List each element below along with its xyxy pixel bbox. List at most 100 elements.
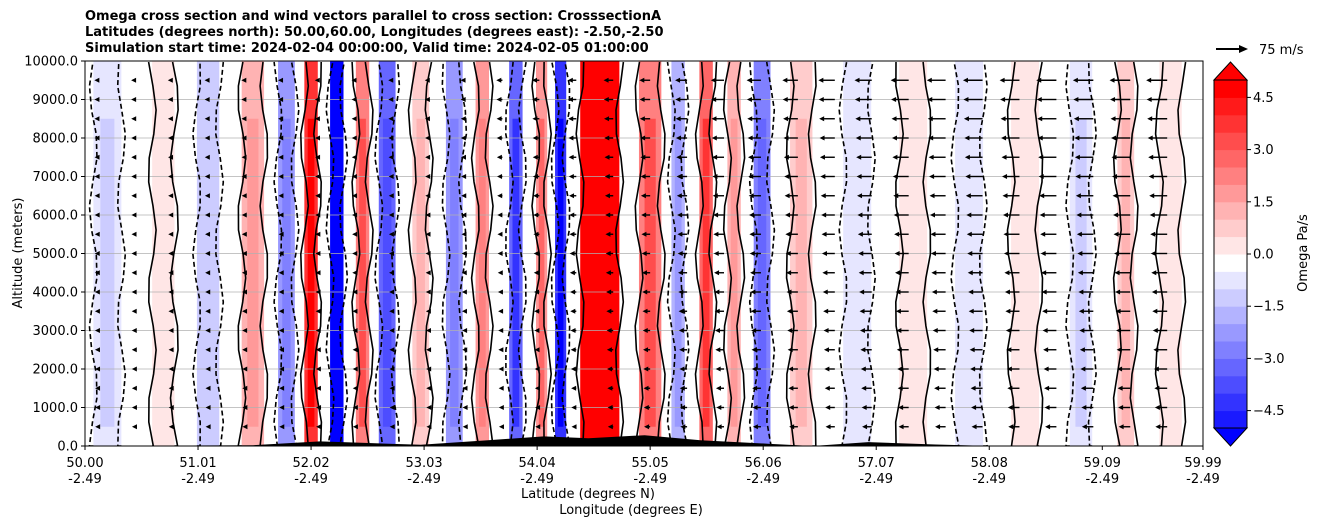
- wind-vector-head: [893, 193, 899, 199]
- contour-13-0: [531, 61, 541, 446]
- wind-vector-head: [968, 289, 974, 295]
- wind-vector-head: [204, 193, 210, 199]
- reference-vector: 75 m/s: [1216, 43, 1304, 58]
- wind-vector-head: [747, 154, 753, 160]
- wind-vector-head: [968, 308, 974, 314]
- wind-vector-538: [1115, 308, 1131, 314]
- wind-vector-493: [999, 77, 1020, 83]
- wind-vector-87: [241, 212, 247, 218]
- wind-vector-head: [242, 385, 248, 391]
- wind-vector-534: [1117, 385, 1131, 391]
- wind-vector-153: [389, 405, 395, 410]
- wind-vector-13: [94, 174, 100, 179]
- wind-vector-429: [893, 212, 909, 218]
- wind-vector-head: [605, 270, 611, 276]
- wind-vector-head: [639, 77, 645, 83]
- wind-vector-head: [497, 270, 503, 276]
- wind-vector-421: [897, 366, 909, 372]
- wind-vector-head: [462, 405, 468, 410]
- wind-vector-252: [570, 328, 577, 333]
- wind-vector-head: [825, 405, 831, 410]
- wind-vector-352: [749, 231, 761, 237]
- wind-vector-head: [388, 212, 394, 218]
- wind-vector-head: [680, 424, 686, 430]
- wind-vector-head: [204, 174, 210, 179]
- wind-vector-46: [168, 270, 174, 276]
- colorbar-segment-4: [1214, 341, 1247, 359]
- wind-vector-127: [315, 174, 321, 179]
- wind-vector-141: [352, 270, 358, 276]
- colorbar: 4.5 3.0 1.5 0.0 −1.5 −3.0 −4.5: [1212, 61, 1285, 447]
- wind-vector-434: [891, 116, 909, 122]
- wind-vector-head: [855, 116, 861, 122]
- wind-vector-469: [965, 174, 983, 179]
- wind-vector-head: [241, 193, 247, 199]
- wind-vector-244: [532, 116, 540, 122]
- wind-vector-378: [782, 97, 798, 102]
- wind-vector-76: [242, 424, 248, 430]
- wind-vector-105: [278, 231, 284, 237]
- wind-vector-head: [678, 270, 684, 276]
- wind-vector-454: [927, 97, 946, 102]
- wind-vector-head: [241, 251, 247, 256]
- wind-vector-170: [388, 77, 394, 83]
- wind-vector-head: [131, 174, 137, 179]
- x-tick-label-lon-5: -2.49: [633, 472, 667, 487]
- wind-vector-head: [315, 154, 321, 160]
- wind-vector-72: [204, 135, 210, 141]
- colorbar-segment-17: [1214, 114, 1247, 133]
- wind-vector-152: [389, 424, 395, 430]
- wind-vector-head: [964, 154, 970, 160]
- wind-vector-head: [818, 77, 824, 83]
- wind-vector-head: [716, 405, 722, 410]
- wind-vector-head: [965, 193, 971, 199]
- wind-vector-106: [278, 212, 284, 218]
- x-axis-label: Latitude (degrees N): [521, 487, 655, 502]
- wind-vector-head: [860, 347, 866, 353]
- wind-vector-head: [1153, 366, 1159, 372]
- wind-vector-285: [644, 424, 651, 430]
- wind-vector-43: [168, 328, 174, 333]
- wind-vector-299: [640, 154, 651, 160]
- wind-vector-86: [241, 231, 247, 237]
- wind-vector-head: [675, 77, 681, 83]
- wind-vector-head: [278, 116, 284, 122]
- wind-vector-head: [389, 308, 395, 314]
- wind-vector-365: [787, 347, 798, 353]
- wind-vector-head: [496, 77, 502, 83]
- wind-vector-307: [679, 366, 688, 372]
- wind-vector-452: [928, 135, 946, 141]
- wind-vector-head: [606, 308, 612, 314]
- wind-vector-283: [603, 97, 614, 102]
- wind-vector-322: [675, 77, 688, 83]
- wind-vector-head: [1001, 135, 1007, 141]
- wind-vector-head: [571, 424, 577, 430]
- colorbar-segment-13: [1214, 184, 1247, 203]
- wind-vector-head: [131, 270, 137, 276]
- x-tick-label-lon-9: -2.49: [1085, 472, 1119, 487]
- wind-vector-head: [607, 424, 613, 430]
- wind-vector-head: [927, 97, 933, 102]
- wind-vector-head: [1146, 97, 1152, 102]
- wind-vector-head: [570, 308, 576, 314]
- wind-vector-50: [168, 193, 174, 199]
- contour-11-0: [470, 61, 480, 446]
- wind-vector-head: [641, 231, 647, 237]
- wind-vector-head: [1078, 308, 1084, 314]
- wind-vector-360: [746, 77, 761, 83]
- wind-vector-354: [748, 193, 761, 199]
- wind-vector-head: [316, 424, 322, 430]
- wind-vector-head: [783, 116, 789, 122]
- wind-vector-head: [1077, 270, 1083, 276]
- wind-vector-head: [389, 405, 395, 410]
- wind-vector-head: [94, 193, 100, 199]
- wind-vector-head: [1037, 135, 1043, 141]
- wind-vector-433: [891, 135, 909, 141]
- wind-vector-473: [963, 97, 983, 102]
- wind-vector-527: [1074, 154, 1094, 160]
- wind-vector-472: [963, 116, 983, 122]
- wind-vector-head: [278, 347, 284, 353]
- wind-vector-head: [352, 270, 358, 276]
- wind-vector-254: [570, 289, 577, 295]
